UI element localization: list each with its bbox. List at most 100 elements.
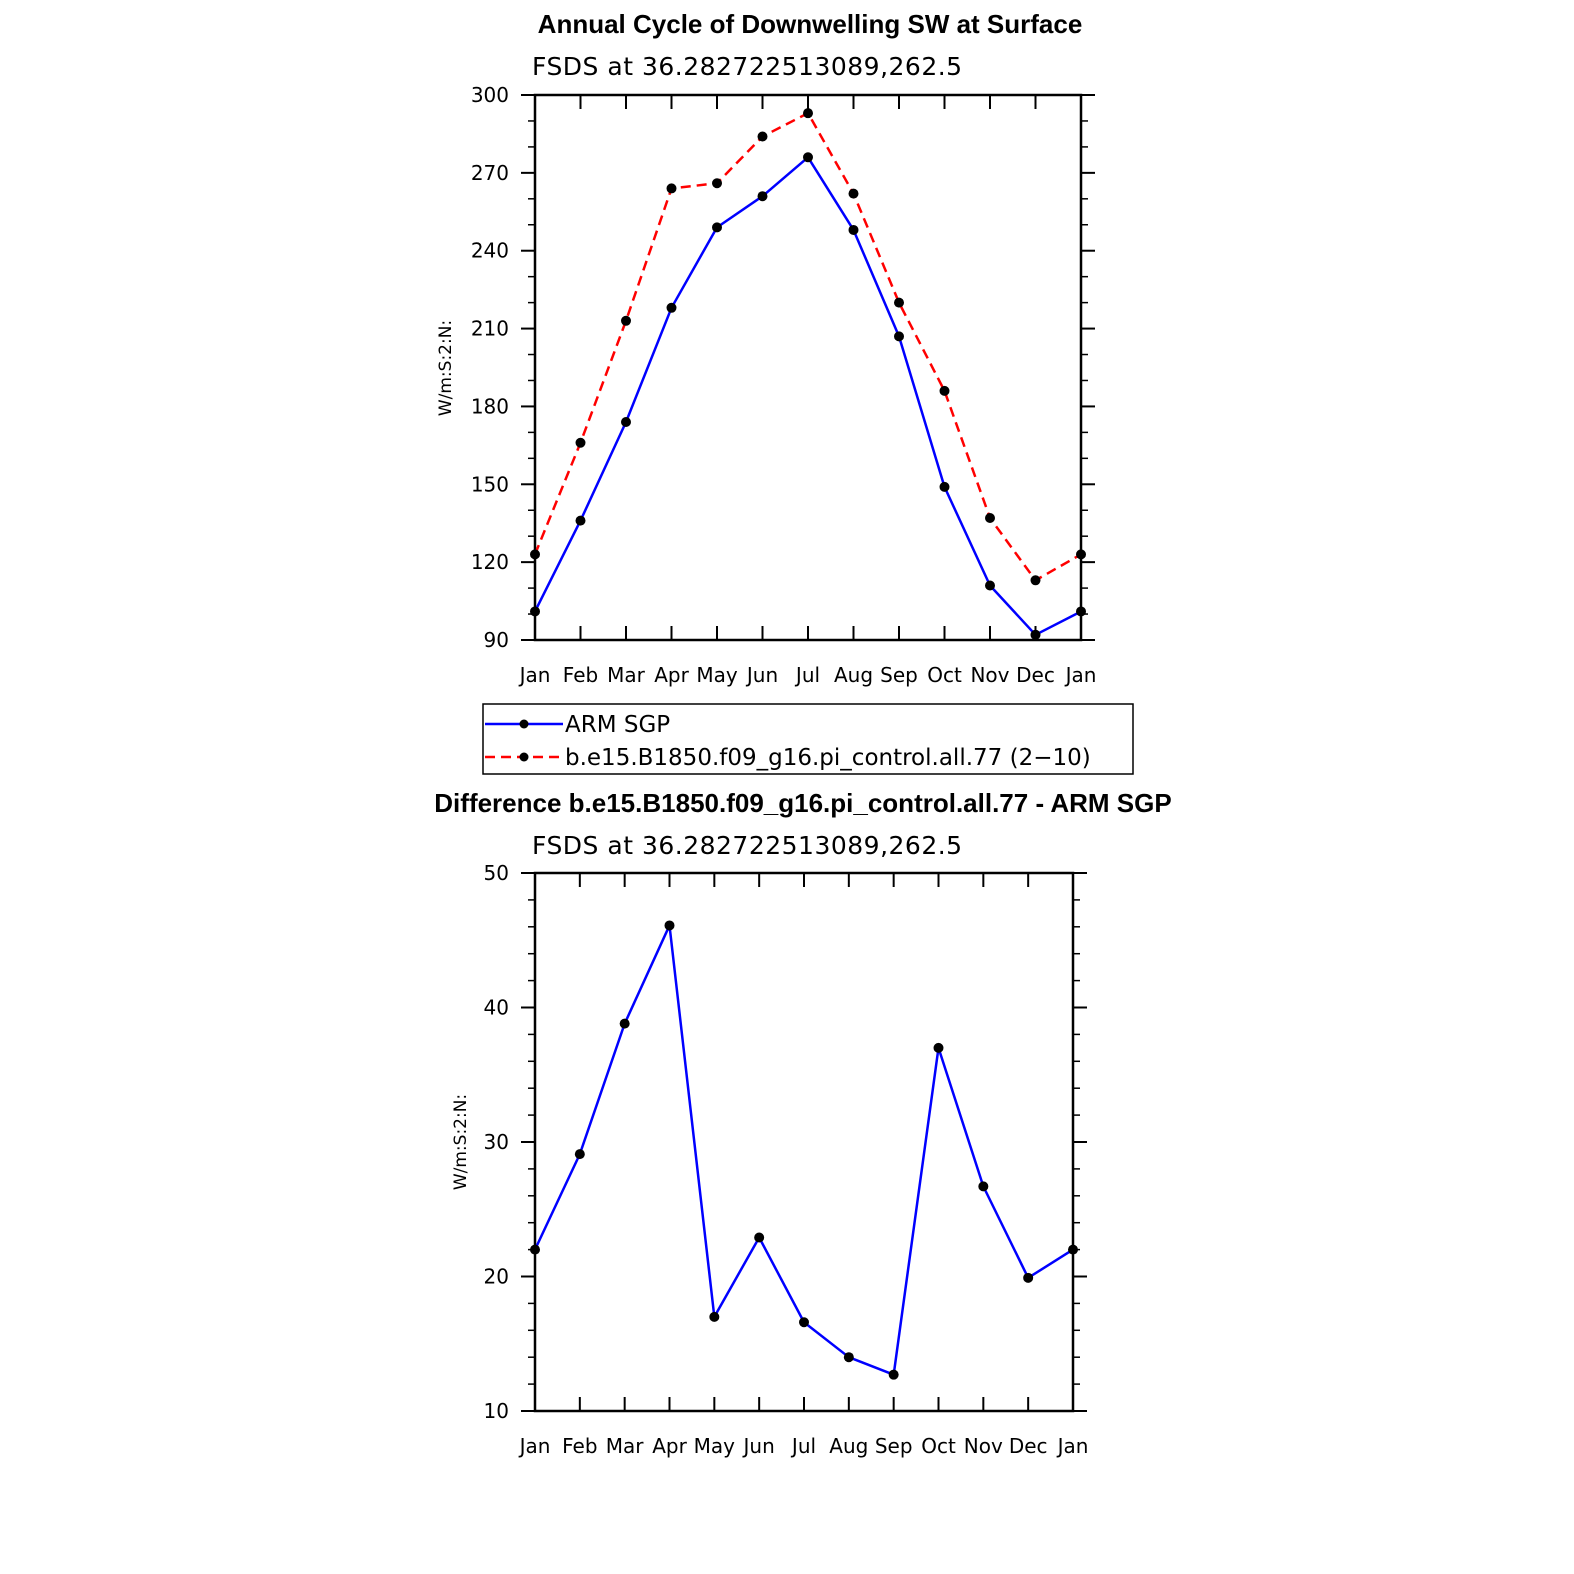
x-tick-label: Feb [562,1434,597,1458]
data-point [757,191,768,202]
y-tick-label: 240 [471,239,509,263]
x-tick-label: Jan [518,663,551,687]
series-line-0 [533,156,1082,637]
x-tick-labels: Jan Feb Mar Apr May Jun Jul Aug Sep Oct … [518,663,1097,687]
data-point [843,1352,854,1363]
data-point [621,315,631,326]
data-point [978,1181,989,1192]
data-point [888,1369,899,1380]
legend-label-arm-sgp: ARM SGP [565,712,670,738]
data-point [574,1149,585,1160]
x-tick-label: Dec [1009,1434,1048,1458]
y-tick-label: 20 [484,1265,509,1289]
x-tick-label: Oct [921,1434,956,1458]
y-tick-label: 120 [471,550,509,574]
data-point [1030,575,1041,586]
series-line-0 [533,924,1074,1376]
x-tick-label: Dec [1016,663,1055,687]
plot-frame [533,871,1075,1413]
plot-frame [533,93,1083,642]
data-point [799,1317,809,1328]
x-tick-label: Mar [607,663,646,687]
x-tick-label: Apr [652,1434,687,1458]
y-tick-labels: 90 120 150 180 210 240 270 300 [471,83,509,652]
series-group [530,920,1078,1380]
data-point [709,1311,720,1322]
data-point [712,178,722,189]
data-point [575,515,586,526]
data-point [530,606,540,617]
legend-marker [519,719,529,729]
legend-marker [519,752,529,762]
data-point [575,437,586,448]
chart-annual-cycle: Annual Cycle of Downwelling SW at Surfac… [436,9,1134,775]
x-tick-label: Nov [970,663,1009,687]
x-tick-label: Mar [606,1434,645,1458]
data-point [754,1232,765,1243]
data-point [803,108,813,119]
chart-title: Annual Cycle of Downwelling SW at Surfac… [538,9,1083,39]
data-point [530,549,540,560]
legend: ARM SGP b.e15.B1850.f09_g16.pi_control.a… [482,703,1134,775]
x-tick-label: Sep [880,663,918,687]
data-point [1068,1244,1078,1255]
y-tick-label: 150 [471,472,509,496]
legend-box [482,703,1134,775]
x-tick-label: Jul [794,663,820,687]
x-tick-label: Aug [829,1434,868,1458]
x-tick-label: Jan [1064,663,1097,687]
x-tick-label: Sep [875,1434,913,1458]
legend-label-model: b.e15.B1850.f09_g16.pi_control.all.77 (2… [565,745,1091,771]
x-tick-labels: Jan Feb Mar Apr May Jun Jul Aug Sep Oct … [518,1434,1089,1458]
data-point [1030,629,1041,640]
chart-title: Difference b.e15.B1850.f09_g16.pi_contro… [434,788,1171,818]
x-tick-label: May [696,663,738,687]
chart-difference: Difference b.e15.B1850.f09_g16.pi_contro… [434,788,1171,1458]
y-tick-label: 300 [471,83,509,107]
data-point [1076,549,1086,560]
data-point [939,385,950,396]
x-tick-label: Feb [563,663,598,687]
data-point [621,417,631,427]
y-axis-label: W/m:S:2:N: [436,320,456,416]
data-point [664,920,675,931]
data-point [894,331,904,342]
x-tick-label: Nov [964,1434,1003,1458]
series-line-1 [533,111,1082,582]
x-tick-label: Aug [834,663,873,687]
y-tick-label: 180 [471,394,509,418]
axes-frame [521,871,1087,1413]
data-point [666,302,677,313]
x-tick-label: Jan [1056,1434,1089,1458]
series-group [530,108,1086,640]
data-point [933,1042,944,1053]
data-point [939,481,950,492]
y-tick-label: 10 [484,1399,509,1423]
y-axis-label: W/m:S:2:N: [451,1094,471,1190]
y-tick-labels: 10 20 30 40 50 [484,861,509,1423]
data-point [894,297,904,308]
x-tick-label: Jun [745,663,778,687]
y-tick-label: 270 [471,161,509,185]
x-tick-label: Jul [790,1434,816,1458]
data-point [803,152,813,163]
x-tick-label: Jun [742,1434,775,1458]
data-point [666,183,677,194]
data-point [1023,1272,1034,1283]
data-point [530,1244,540,1255]
data-point [985,580,995,591]
chart-subtitle: FSDS at 36.282722513089,262.5 [532,52,963,81]
data-point [985,513,995,524]
data-point [1076,606,1086,617]
x-tick-label: Apr [654,663,689,687]
data-point [757,131,768,142]
data-point [619,1018,630,1029]
y-tick-label: 50 [484,861,509,885]
data-point [848,188,859,199]
data-point [848,224,859,235]
x-tick-label: May [694,1434,736,1458]
y-tick-label: 90 [484,628,509,652]
chart-subtitle: FSDS at 36.282722513089,262.5 [532,831,963,860]
